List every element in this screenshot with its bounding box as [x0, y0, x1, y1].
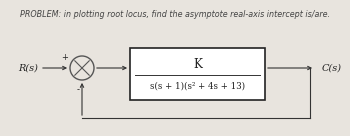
Text: C(s): C(s) [322, 64, 342, 72]
Text: R(s): R(s) [18, 64, 38, 72]
Text: PROBLEM: in plotting root locus, find the asymptote real-axis intercept is/are.: PROBLEM: in plotting root locus, find th… [20, 10, 330, 19]
Bar [130, 48, 265, 100]
Text: K: K [193, 58, 202, 71]
Text: -: - [77, 85, 79, 94]
Text: s(s + 1)(s² + 4s + 13): s(s + 1)(s² + 4s + 13) [150, 82, 245, 91]
Text: +: + [61, 53, 68, 63]
